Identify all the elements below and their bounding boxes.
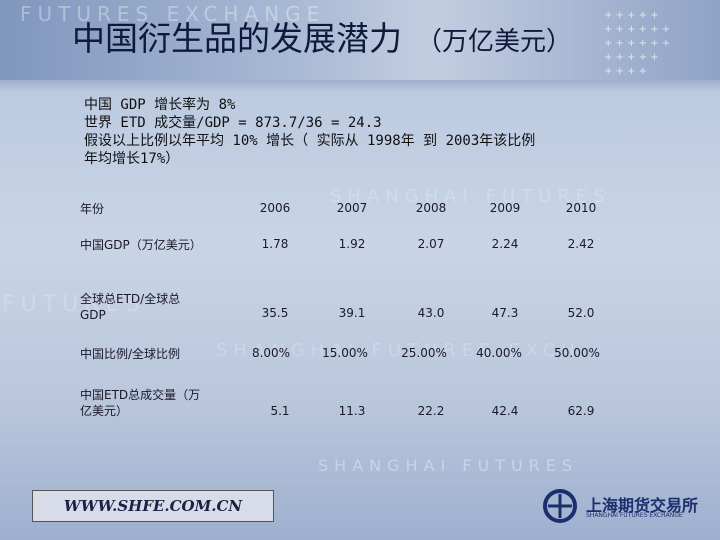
header-band xyxy=(0,0,720,80)
table-cell: 8.00% xyxy=(251,346,291,360)
row-label-line: 亿美元） xyxy=(80,404,129,418)
table-cell: 42.4 xyxy=(491,404,519,418)
table-cell: 2007 xyxy=(336,201,368,215)
logo-subtitle: SHANGHAI FUTURES EXCHANGE xyxy=(586,512,683,519)
intro-text: 中国 GDP 增长率为 8% 世界 ETD 成交量/GDP = 873.7/36… xyxy=(84,96,535,168)
row-label-line: GDP xyxy=(80,308,106,322)
website-link[interactable]: WWW.SHFE.COM.CN xyxy=(32,490,274,522)
intro-line: 年均增长17%） xyxy=(84,151,180,167)
table-cell: 40.00% xyxy=(476,346,522,360)
watermark-text: SHANGHAI FUTURES xyxy=(330,186,611,207)
table-cell: 2010 xyxy=(565,201,597,215)
svg-text:+ + + + + +: + + + + + + xyxy=(604,24,670,35)
row-label-line: 中国ETD总成交量（万 xyxy=(80,388,201,402)
intro-line: 假设以上比例以年平均 10% 增长（ 实际从 1998年 到 2003年该比例 xyxy=(84,133,536,149)
table-cell: 50.00% xyxy=(554,346,600,360)
title-main: 中国衍生品的发展潜力 xyxy=(72,19,402,58)
table-cell: 5.1 xyxy=(270,404,290,418)
table-cell: 47.3 xyxy=(491,306,519,320)
svg-text:+ + + + +: + + + + + xyxy=(604,52,659,63)
intro-line: 中国 GDP 增长率为 8% xyxy=(84,97,236,113)
table-cell: 43.0 xyxy=(417,306,445,320)
table-cell: 1.92 xyxy=(338,237,366,251)
watermark-text: FUTURES xyxy=(2,292,146,317)
table-cell: 22.2 xyxy=(417,404,445,418)
table-cell: 2.24 xyxy=(491,237,519,251)
title-unit: （万亿美元） xyxy=(416,27,573,57)
table-cell: 11.3 xyxy=(338,404,366,418)
row-label-ratio: 中国比例/全球比例 xyxy=(80,347,181,361)
row-label-year: 年份 xyxy=(80,202,105,216)
table-cell: 2009 xyxy=(489,201,521,215)
table-cell: 15.00% xyxy=(322,346,368,360)
shfe-logo: 上海期货交易所 SHANGHAI FUTURES EXCHANGE xyxy=(540,486,698,526)
shfe-logo-icon xyxy=(543,489,577,523)
table-cell: 52.0 xyxy=(567,306,595,320)
table-cell: 1.78 xyxy=(261,237,289,251)
header-shadow xyxy=(0,80,720,92)
row-label-gdp: 中国GDP（万亿美元） xyxy=(80,238,202,252)
table-cell: 2.42 xyxy=(567,237,595,251)
svg-text:+ + + + + +: + + + + + + xyxy=(604,38,670,49)
table-cell: 39.1 xyxy=(338,306,366,320)
table-cell: 2006 xyxy=(259,201,291,215)
table-cell: 35.5 xyxy=(261,306,289,320)
intro-line: 世界 ETD 成交量/GDP = 873.7/36 = 24.3 xyxy=(84,115,382,131)
table-cell: 2008 xyxy=(415,201,447,215)
watermark-text: SHANGHAI FUTURES EXCH xyxy=(216,340,581,361)
watermark-text: FUTURES EXCHANGE xyxy=(20,2,326,26)
table-cell: 25.00% xyxy=(401,346,447,360)
star-pattern-decoration: + + + + + + + + + + + + + + + + + + + + … xyxy=(604,10,670,76)
table-cell: 2.07 xyxy=(417,237,445,251)
row-label-etd-gdp: 全球总ETD/全球总 GDP xyxy=(80,291,180,323)
row-label-line: 全球总ETD/全球总 xyxy=(80,292,181,306)
slide-title: 中国衍生品的发展潜力 （万亿美元） xyxy=(72,12,572,60)
row-label-china-etd: 中国ETD总成交量（万 亿美元） xyxy=(80,387,200,419)
watermark-text: SHANGHAI FUTURES xyxy=(318,456,579,475)
logo-name: 上海期货交易所 xyxy=(586,496,699,515)
svg-text:+ + + +: + + + + xyxy=(604,66,647,76)
svg-text:+ + + + +: + + + + + xyxy=(604,10,659,21)
table-cell: 62.9 xyxy=(567,404,595,418)
